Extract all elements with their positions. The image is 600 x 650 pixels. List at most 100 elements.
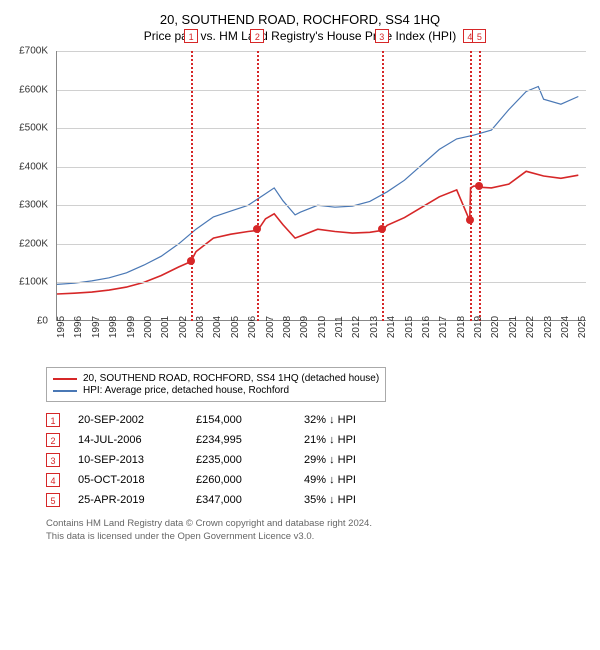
footer-line-2: This data is licensed under the Open Gov…	[46, 531, 592, 544]
x-axis-label: 2019	[473, 316, 484, 338]
row-date: 05-OCT-2018	[78, 474, 178, 486]
sale-flag: 2	[250, 29, 264, 43]
x-axis-label: 2023	[543, 316, 554, 338]
x-axis-label: 2017	[438, 316, 449, 338]
x-axis-label: 2021	[508, 316, 519, 338]
x-axis-label: 2010	[317, 316, 328, 338]
sale-flag: 5	[472, 29, 486, 43]
footer-attribution: Contains HM Land Registry data © Crown c…	[46, 518, 592, 544]
y-axis-label: £400K	[19, 161, 48, 172]
sale-vline	[191, 51, 193, 321]
sale-vline	[382, 51, 384, 321]
row-flag: 5	[46, 493, 60, 507]
legend-label: HPI: Average price, detached house, Roch…	[83, 385, 289, 396]
x-axis-label: 2018	[456, 316, 467, 338]
row-date: 25-APR-2019	[78, 494, 178, 506]
sale-marker	[187, 257, 195, 265]
row-date: 20-SEP-2002	[78, 414, 178, 426]
row-flag: 4	[46, 473, 60, 487]
sale-marker	[253, 225, 261, 233]
row-flag: 1	[46, 413, 60, 427]
x-axis-label: 2004	[212, 316, 223, 338]
y-axis-label: £700K	[19, 46, 48, 57]
row-price: £234,995	[196, 434, 286, 446]
gridline	[57, 205, 586, 206]
series-line-price_paid	[57, 171, 578, 294]
sale-marker	[466, 216, 474, 224]
gridline	[57, 51, 586, 52]
table-row: 1 20-SEP-2002 £154,000 32% ↓ HPI	[46, 410, 592, 430]
x-axis-label: 1995	[56, 316, 67, 338]
sale-vline	[257, 51, 259, 321]
row-pct: 49% ↓ HPI	[304, 474, 404, 486]
x-axis-label: 1996	[73, 316, 84, 338]
row-pct: 35% ↓ HPI	[304, 494, 404, 506]
legend-swatch	[53, 378, 77, 380]
sales-table: 1 20-SEP-2002 £154,000 32% ↓ HPI 2 14-JUL-200…	[46, 410, 592, 510]
gridline	[57, 128, 586, 129]
x-axis-label: 2016	[421, 316, 432, 338]
legend-row: 20, SOUTHEND ROAD, ROCHFORD, SS4 1HQ (de…	[53, 373, 379, 384]
gridline	[57, 282, 586, 283]
x-axis-label: 2009	[299, 316, 310, 338]
page-subtitle: Price paid vs. HM Land Registry's House …	[8, 29, 592, 43]
sale-flag: 1	[184, 29, 198, 43]
x-axis-label: 2020	[490, 316, 501, 338]
x-axis-label: 1999	[126, 316, 137, 338]
y-axis-label: £0	[37, 316, 48, 327]
sale-vline	[470, 51, 472, 321]
x-axis-label: 2007	[265, 316, 276, 338]
legend: 20, SOUTHEND ROAD, ROCHFORD, SS4 1HQ (de…	[46, 367, 386, 402]
x-axis-label: 2001	[160, 316, 171, 338]
row-date: 14-JUL-2006	[78, 434, 178, 446]
chart-area: £0£100K£200K£300K£400K£500K£600K£700K 12…	[8, 51, 592, 361]
gridline	[57, 244, 586, 245]
row-price: £235,000	[196, 454, 286, 466]
row-pct: 29% ↓ HPI	[304, 454, 404, 466]
x-axis-label: 2013	[369, 316, 380, 338]
y-axis-label: £200K	[19, 238, 48, 249]
x-axis-label: 2012	[351, 316, 362, 338]
x-axis-label: 2024	[560, 316, 571, 338]
x-axis-label: 1998	[108, 316, 119, 338]
x-axis-label: 2022	[525, 316, 536, 338]
legend-swatch	[53, 390, 77, 392]
row-date: 10-SEP-2013	[78, 454, 178, 466]
sale-marker	[378, 225, 386, 233]
row-pct: 32% ↓ HPI	[304, 414, 404, 426]
row-price: £347,000	[196, 494, 286, 506]
y-axis-label: £600K	[19, 84, 48, 95]
footer-line-1: Contains HM Land Registry data © Crown c…	[46, 518, 592, 531]
row-price: £154,000	[196, 414, 286, 426]
sale-marker	[475, 182, 483, 190]
x-axis-label: 2025	[577, 316, 588, 338]
table-row: 3 10-SEP-2013 £235,000 29% ↓ HPI	[46, 450, 592, 470]
x-axis-label: 2015	[404, 316, 415, 338]
table-row: 4 05-OCT-2018 £260,000 49% ↓ HPI	[46, 470, 592, 490]
legend-row: HPI: Average price, detached house, Roch…	[53, 385, 379, 396]
y-axis-label: £500K	[19, 123, 48, 134]
x-axis-label: 2000	[143, 316, 154, 338]
chart-svg	[57, 51, 587, 321]
x-axis-label: 2005	[230, 316, 241, 338]
x-axis-label: 2014	[386, 316, 397, 338]
row-price: £260,000	[196, 474, 286, 486]
table-row: 2 14-JUL-2006 £234,995 21% ↓ HPI	[46, 430, 592, 450]
x-axis-label: 2008	[282, 316, 293, 338]
sale-flag: 3	[375, 29, 389, 43]
page-title: 20, SOUTHEND ROAD, ROCHFORD, SS4 1HQ	[8, 12, 592, 27]
legend-label: 20, SOUTHEND ROAD, ROCHFORD, SS4 1HQ (de…	[83, 373, 379, 384]
x-axis-label: 2011	[334, 316, 345, 338]
row-flag: 2	[46, 433, 60, 447]
plot-region: 12345	[56, 51, 586, 321]
x-axis-label: 2006	[247, 316, 258, 338]
x-axis-label: 2003	[195, 316, 206, 338]
row-pct: 21% ↓ HPI	[304, 434, 404, 446]
x-axis-label: 2002	[178, 316, 189, 338]
y-axis-label: £300K	[19, 200, 48, 211]
y-axis-label: £100K	[19, 277, 48, 288]
gridline	[57, 90, 586, 91]
x-axis-label: 1997	[91, 316, 102, 338]
row-flag: 3	[46, 453, 60, 467]
gridline	[57, 167, 586, 168]
